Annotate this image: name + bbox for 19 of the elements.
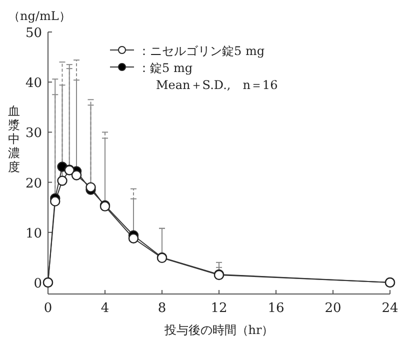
y-tick-label: 10 xyxy=(25,226,42,242)
annotation: Mean＋S.D., n＝16 xyxy=(156,78,278,92)
legend-label: ：錠5 mg xyxy=(138,61,193,75)
y-tick-label: 50 xyxy=(25,26,42,41)
x-axis-title: 投与後の時間（hr） xyxy=(163,323,274,337)
y-tick-label: 0 xyxy=(34,276,42,292)
x-tick-label: 24 xyxy=(382,301,398,316)
x-tick-label: 0 xyxy=(44,301,52,316)
x-tick-label: 8 xyxy=(158,301,166,316)
y-tick-label: 20 xyxy=(25,176,42,192)
x-tick-label: 4 xyxy=(100,301,110,316)
legend-label: ：ニセルゴリン錠5 mg xyxy=(138,44,265,58)
x-tick-label: 16 xyxy=(268,301,284,316)
y-tick-label: 40 xyxy=(25,76,42,92)
text: （ng/mL） xyxy=(8,9,71,23)
x-tick-label: 12 xyxy=(210,301,228,316)
y-tick-label: 30 xyxy=(25,126,42,142)
x-tick-label: 20 xyxy=(324,301,342,316)
y-axis-title: 血漿中濃度 xyxy=(8,104,20,174)
